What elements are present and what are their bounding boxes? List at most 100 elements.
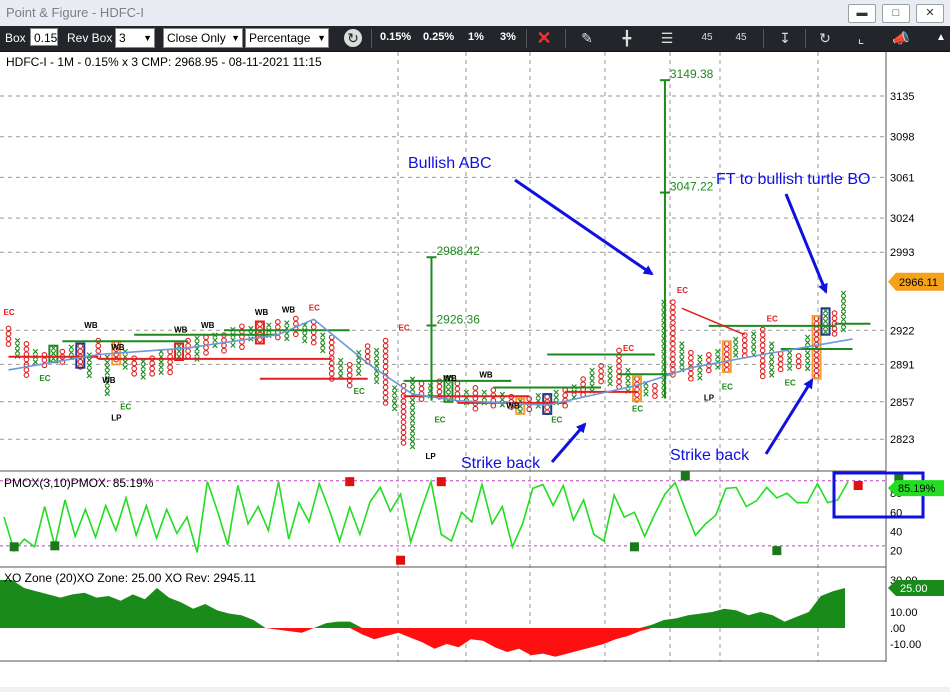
pnf-o-box <box>95 342 102 349</box>
green-signal-marker <box>894 474 904 484</box>
angle-45-up-icon[interactable]: 45 <box>732 29 750 47</box>
pattern-label: EC <box>551 416 562 425</box>
box-input[interactable]: 0.15 <box>30 28 58 46</box>
pnf-x-box <box>104 359 110 365</box>
pnf-x-box <box>733 347 739 353</box>
refresh-icon[interactable]: ↻ <box>344 29 362 47</box>
pnf-x-box <box>481 389 488 395</box>
scale-mode-value: Percentage <box>249 31 311 45</box>
annotation-arrow <box>784 193 828 294</box>
pnf-o-box <box>328 350 335 356</box>
maximize-button[interactable]: □ <box>882 4 910 23</box>
toolbar-divider <box>805 29 806 48</box>
pattern-label: EC <box>785 378 796 387</box>
pnf-x-box <box>355 365 362 371</box>
pnf-columns: 2988.42 2926.36 3149.38 3047.22 WB WB WB WB WB WB… <box>3 67 871 461</box>
pnf-x-box <box>840 306 847 312</box>
pattern-label: WB <box>102 376 116 385</box>
pnf-o-box <box>723 346 730 352</box>
pnf-o-box <box>292 315 299 322</box>
green-signal-marker <box>680 471 690 481</box>
price-mode-select[interactable]: Close Only ▼ <box>163 28 243 48</box>
pnf-o-box <box>346 361 353 368</box>
pnf-x-box <box>840 295 847 302</box>
revbox-select[interactable]: 3 ▼ <box>115 28 155 48</box>
pencil-icon[interactable]: ✎ <box>581 30 593 46</box>
pnf-o-column <box>346 361 353 389</box>
pct-button-4[interactable]: 3% <box>500 31 516 43</box>
pnf-x-column <box>320 332 326 354</box>
pnf-x-box <box>86 362 92 368</box>
pattern-label: EC <box>309 304 320 313</box>
pnf-o-box <box>831 310 838 316</box>
toolbar-divider <box>526 29 527 48</box>
annotation-arrow <box>550 422 587 463</box>
pnf-x-column <box>104 354 110 397</box>
vertical-line-icon[interactable]: ↧ <box>779 30 791 46</box>
pnf-o-box <box>5 341 12 347</box>
pnf-o-box <box>777 361 784 368</box>
angle-45-down-label: 45 <box>701 32 713 43</box>
horizontal-line-icon[interactable]: ╋ <box>622 30 632 46</box>
pattern-label: WB <box>479 371 493 380</box>
pnf-o-box <box>580 376 586 382</box>
price-tick-label: 3135 <box>890 91 914 103</box>
scroll-up-icon[interactable]: ▲ <box>936 32 946 43</box>
pnf-o-column <box>670 299 676 378</box>
bracket-icon[interactable]: ↻ <box>819 30 831 46</box>
corner-icon[interactable]: ⌞ <box>857 30 865 46</box>
pnf-x-column <box>733 336 739 358</box>
projection-label: 2988.42 <box>436 244 480 258</box>
pct-button-3[interactable]: 1% <box>468 31 484 43</box>
pnf-o-box <box>705 367 712 374</box>
pnf-x-box <box>409 444 416 450</box>
pnf-o-box <box>382 358 389 365</box>
pnf-x-box <box>409 386 416 393</box>
red-signal-marker <box>436 477 446 487</box>
pnf-x-box <box>373 358 380 364</box>
minimize-button[interactable]: ▬ <box>848 4 876 23</box>
pnf-x-box <box>409 418 416 424</box>
pnf-x-box <box>804 334 811 340</box>
pnf-o-box <box>813 331 820 338</box>
xo-zone-positive-area <box>0 580 845 628</box>
pnf-x-column <box>338 357 344 379</box>
pnf-x-column <box>409 376 416 450</box>
pct-button-1[interactable]: 0.15% <box>380 31 412 43</box>
pattern-label: LP <box>111 414 122 423</box>
pnf-x-column <box>768 341 775 378</box>
pattern-label: EC <box>677 286 688 295</box>
green-signal-marker <box>9 542 19 552</box>
pnf-x-box <box>751 336 757 342</box>
price-tick-label: 3098 <box>890 132 914 144</box>
pattern-label: EC <box>39 374 50 383</box>
price-tick-label: 3024 <box>890 213 914 225</box>
pnf-o-box <box>328 344 335 351</box>
delete-icon[interactable]: ✕ <box>536 28 552 48</box>
pnf-x-box <box>176 343 182 349</box>
pnf-x-box <box>409 397 416 403</box>
pnf-o-box <box>364 353 371 360</box>
angle-45-down-icon[interactable]: 45 <box>698 29 716 47</box>
pnf-o-box <box>652 382 658 389</box>
pnf-o-box <box>382 337 389 344</box>
pnf-o-box <box>149 365 155 372</box>
pnf-o-box <box>759 342 766 349</box>
pnf-x-box <box>302 332 308 339</box>
pnf-o-box <box>813 362 820 369</box>
trendline-icon[interactable]: ☰ <box>660 30 674 46</box>
pnf-x-column <box>140 358 146 380</box>
megaphone-icon[interactable]: 📣 <box>892 30 910 46</box>
pnf-o-box <box>59 359 66 365</box>
pct-button-2[interactable]: 0.25% <box>423 31 455 43</box>
pnf-x-box <box>733 336 739 343</box>
pnf-x-box <box>86 373 92 379</box>
pnf-x-column <box>194 335 200 362</box>
pnf-o-box <box>400 440 407 446</box>
pnf-x-box <box>140 374 146 380</box>
scale-mode-select[interactable]: Percentage ▼ <box>245 28 329 48</box>
pnf-x-box <box>715 348 721 355</box>
close-button[interactable]: ✕ <box>916 4 944 23</box>
pnf-x-box <box>409 402 416 408</box>
pnf-o-box <box>777 366 784 373</box>
